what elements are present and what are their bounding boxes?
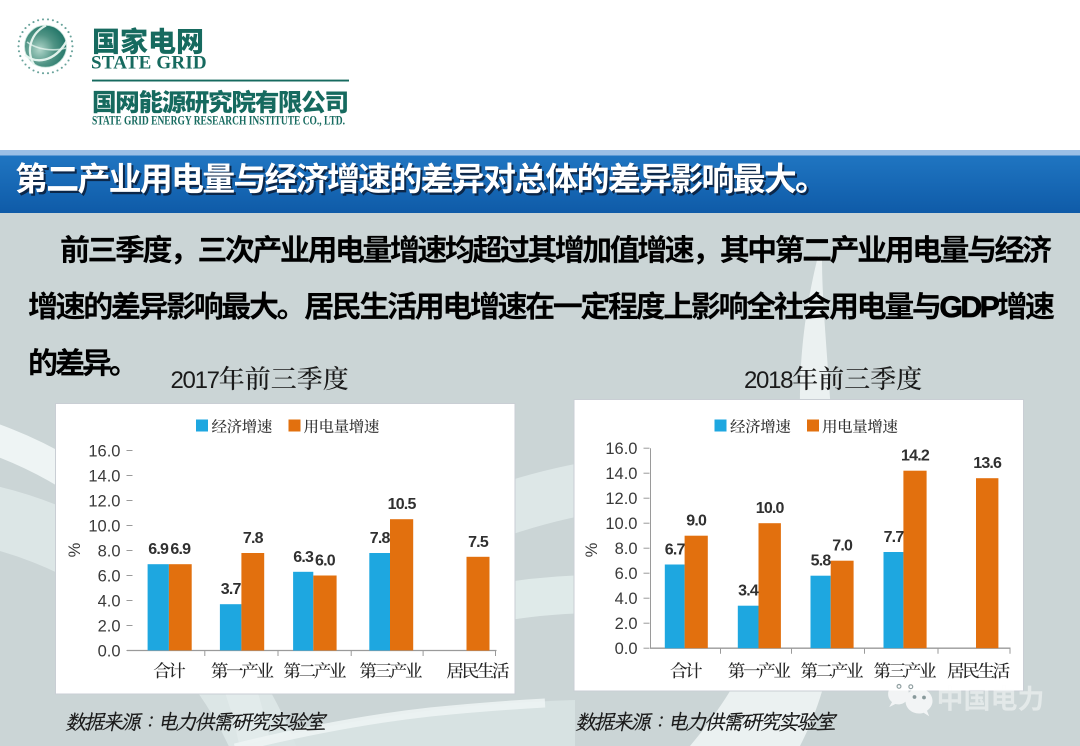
svg-text:STATE GRID: STATE GRID	[91, 53, 207, 74]
svg-text:6.7: 6.7	[665, 542, 686, 559]
svg-text:4.0: 4.0	[98, 592, 121, 610]
svg-text:16.0: 16.0	[88, 442, 120, 460]
svg-text:4.0: 4.0	[615, 590, 638, 608]
svg-text:7.0: 7.0	[832, 538, 853, 555]
svg-text:GDP: GDP	[940, 291, 999, 324]
svg-text:9.0: 9.0	[686, 513, 707, 530]
svg-text:6.0: 6.0	[98, 567, 121, 585]
svg-text:2.0: 2.0	[615, 615, 638, 633]
svg-text:7.8: 7.8	[370, 530, 391, 547]
svg-text:6.9: 6.9	[170, 541, 191, 558]
svg-text:0.0: 0.0	[98, 642, 121, 660]
svg-text:8.0: 8.0	[615, 540, 638, 558]
svg-text:%: %	[583, 542, 601, 557]
svg-text:5.8: 5.8	[811, 553, 832, 570]
svg-text:6.0: 6.0	[615, 565, 638, 583]
svg-text:16.0: 16.0	[605, 440, 637, 458]
svg-text:14.2: 14.2	[901, 448, 930, 465]
svg-text:10.0: 10.0	[756, 500, 785, 517]
svg-text:8.0: 8.0	[98, 542, 121, 560]
svg-text:7.8: 7.8	[243, 530, 264, 547]
svg-text:0.0: 0.0	[615, 640, 638, 658]
svg-text:12.0: 12.0	[88, 492, 120, 510]
svg-text:6.0: 6.0	[315, 553, 336, 570]
svg-text:3.4: 3.4	[738, 583, 759, 600]
svg-text:14.0: 14.0	[88, 467, 120, 485]
svg-text:STATE GRID ENERGY RESEARCH INS: STATE GRID ENERGY RESEARCH INSTITUTE CO.…	[92, 114, 345, 128]
svg-text:%: %	[66, 542, 84, 557]
svg-text:6.9: 6.9	[148, 541, 169, 558]
svg-text:2018: 2018	[744, 367, 793, 394]
svg-text:10.0: 10.0	[88, 517, 120, 535]
svg-text:7.7: 7.7	[884, 529, 905, 546]
svg-text:6.3: 6.3	[293, 549, 314, 566]
svg-text:2.0: 2.0	[98, 617, 121, 635]
svg-text:14.0: 14.0	[605, 465, 637, 483]
svg-text:12.0: 12.0	[605, 490, 637, 508]
svg-text:10.0: 10.0	[605, 515, 637, 533]
svg-text:10.5: 10.5	[388, 496, 417, 513]
svg-text:2017: 2017	[171, 367, 220, 394]
svg-text:13.6: 13.6	[973, 455, 1002, 472]
svg-text:7.5: 7.5	[468, 534, 489, 551]
svg-text:3.7: 3.7	[221, 581, 242, 598]
